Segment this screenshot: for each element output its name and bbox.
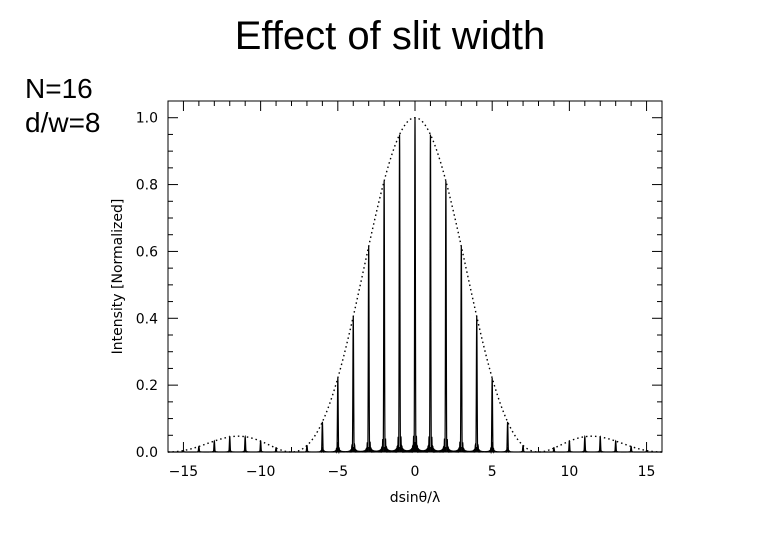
x-tick-label: 0 — [411, 464, 420, 480]
y-tick-label: 1.0 — [136, 111, 158, 127]
x-tick-label: −10 — [246, 464, 276, 480]
x-tick-label: 15 — [638, 464, 656, 480]
slide-title: Effect of slit width — [234, 14, 546, 58]
x-tick-label: −5 — [327, 464, 348, 480]
y-axis-label: Intensity [Normalized] — [110, 199, 126, 355]
interference-pattern — [168, 117, 662, 455]
x-tick-label: −15 — [169, 464, 199, 480]
y-tick-label: 0.2 — [136, 378, 158, 394]
envelope-line — [168, 117, 662, 453]
x-tick-label: 10 — [560, 464, 578, 480]
diffraction-envelope — [168, 117, 662, 453]
param-d-over-w: d/w=8 — [25, 107, 101, 138]
parameter-block: N=16 d/w=8 — [25, 72, 101, 140]
y-tick-label: 0.6 — [136, 244, 158, 260]
x-axis-ticks: −15 −10 −5 0 5 10 15 — [167, 101, 663, 480]
y-axis-ticks: 0.0 0.2 0.4 0.6 0.8 1.0 — [136, 111, 662, 461]
y-tick-label: 0.4 — [136, 311, 158, 327]
y-tick-label: 0.8 — [136, 178, 158, 194]
y-tick-label: 0.0 — [136, 445, 158, 461]
x-axis-label: dsinθ/λ — [390, 490, 441, 506]
param-n: N=16 — [25, 73, 93, 104]
pattern-line — [168, 117, 662, 455]
x-tick-label: 5 — [488, 464, 497, 480]
